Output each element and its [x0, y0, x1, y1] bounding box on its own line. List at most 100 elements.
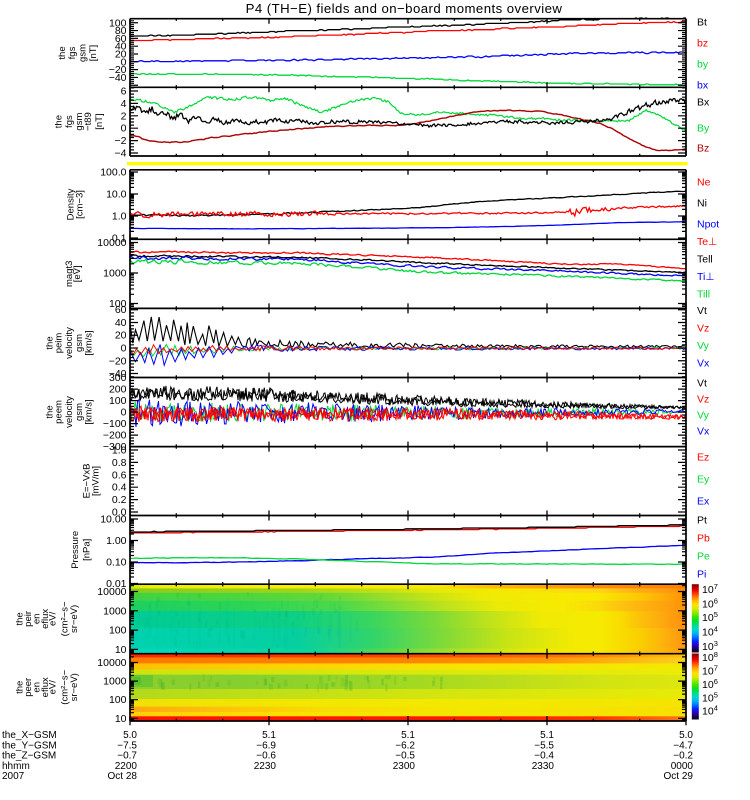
svg-text:sr−eV): sr−eV): [69, 673, 80, 701]
svg-text:peem: peem: [54, 400, 65, 424]
svg-text:Pressure: Pressure: [70, 531, 81, 569]
svg-text:−5.5: −5.5: [534, 740, 554, 751]
svg-text:100: 100: [109, 625, 127, 637]
svg-text:1.0: 1.0: [112, 211, 127, 223]
svg-text:fgs: fgs: [64, 115, 75, 128]
svg-text:Vx: Vx: [697, 426, 710, 438]
svg-text:1.0: 1.0: [112, 445, 127, 457]
svg-text:peim: peim: [54, 333, 65, 354]
svg-text:60: 60: [115, 33, 127, 45]
svg-text:by: by: [697, 59, 709, 71]
svg-text:−20: −20: [109, 64, 127, 76]
svg-text:Te⊥: Te⊥: [697, 236, 717, 248]
svg-text:60: 60: [115, 304, 127, 316]
svg-text:Bx: Bx: [697, 97, 710, 109]
svg-text:eV/: eV/: [48, 680, 59, 695]
svg-text:0.1: 0.1: [112, 233, 127, 245]
svg-text:100: 100: [109, 694, 127, 706]
svg-text:0.2: 0.2: [112, 494, 127, 506]
svg-text:0: 0: [121, 407, 127, 419]
svg-text:0: 0: [121, 343, 127, 355]
svg-text:20: 20: [115, 330, 127, 342]
svg-text:10.0: 10.0: [106, 189, 127, 201]
svg-text:0: 0: [121, 123, 127, 135]
svg-text:en: en: [32, 682, 43, 693]
svg-text:100: 100: [109, 395, 127, 407]
svg-text:[km/s]: [km/s]: [84, 330, 95, 355]
svg-text:−0.2: −0.2: [673, 751, 693, 762]
svg-text:the_Y−GSM: the_Y−GSM: [2, 740, 57, 751]
svg-text:−7.5: −7.5: [117, 740, 137, 751]
svg-text:80: 80: [115, 25, 127, 37]
svg-text:eV/: eV/: [48, 611, 59, 626]
svg-text:10000: 10000: [97, 586, 126, 598]
svg-text:gsm: gsm: [78, 44, 89, 62]
svg-text:−300: −300: [103, 441, 127, 453]
svg-text:the_X−GSM: the_X−GSM: [2, 730, 57, 741]
svg-text:1000: 1000: [103, 268, 127, 280]
svg-text:[cm−3]: [cm−3]: [75, 190, 86, 219]
svg-text:[nPa]: [nPa]: [82, 539, 93, 561]
svg-text:0.01: 0.01: [106, 578, 127, 590]
svg-text:10.00: 10.00: [100, 514, 126, 526]
svg-text:gsm: gsm: [74, 113, 85, 131]
svg-text:Vz: Vz: [697, 323, 709, 335]
svg-text:the: the: [54, 115, 65, 128]
svg-text:10: 10: [115, 644, 127, 656]
svg-text:Ni: Ni: [697, 198, 707, 210]
svg-text:[nT]: [nT]: [88, 45, 99, 61]
svg-text:Pt: Pt: [697, 515, 707, 527]
svg-text:100: 100: [109, 17, 127, 29]
svg-text:Density: Density: [66, 188, 77, 220]
svg-text:−0.6: −0.6: [256, 751, 276, 762]
svg-text:2300: 2300: [393, 761, 416, 772]
svg-text:2230: 2230: [254, 761, 277, 772]
svg-text:peer: peer: [23, 678, 34, 697]
svg-text:Oct 29: Oct 29: [664, 771, 694, 782]
svg-text:Vy: Vy: [697, 340, 710, 352]
svg-text:[mV/m]: [mV/m]: [91, 466, 102, 496]
svg-text:Bt: Bt: [697, 17, 707, 29]
svg-text:2200: 2200: [115, 761, 138, 772]
svg-text:the: the: [45, 336, 56, 349]
svg-text:0: 0: [121, 56, 127, 68]
svg-text:100: 100: [109, 298, 127, 310]
svg-text:Till: Till: [697, 289, 710, 301]
svg-text:eflux: eflux: [40, 609, 51, 629]
svg-text:200: 200: [109, 384, 127, 396]
svg-text:the_Z−GSM: the_Z−GSM: [2, 751, 56, 762]
svg-text:300: 300: [109, 372, 127, 384]
svg-text:Vy: Vy: [697, 410, 710, 422]
svg-text:−4.7: −4.7: [673, 740, 693, 751]
svg-text:the: the: [15, 612, 26, 625]
svg-text:peir: peir: [23, 611, 34, 627]
svg-text:gsm: gsm: [74, 403, 85, 421]
svg-text:−40: −40: [109, 72, 127, 84]
svg-text:40: 40: [115, 317, 127, 329]
svg-text:the: the: [57, 46, 68, 59]
svg-text:Pi: Pi: [697, 569, 706, 581]
svg-text:1000: 1000: [103, 605, 127, 617]
svg-text:−0.7: −0.7: [117, 751, 137, 762]
svg-text:Ez: Ez: [697, 452, 709, 464]
svg-text:2007: 2007: [2, 771, 25, 782]
svg-text:Tell: Tell: [697, 254, 713, 266]
svg-text:eflux: eflux: [40, 677, 51, 697]
svg-text:Vt: Vt: [697, 378, 707, 390]
svg-text:bz: bz: [697, 38, 708, 50]
svg-text:4: 4: [121, 98, 127, 110]
svg-text:0.4: 0.4: [112, 482, 127, 494]
svg-text:−6.9: −6.9: [256, 740, 276, 751]
svg-text:0000: 0000: [671, 761, 694, 772]
svg-text:2330: 2330: [532, 761, 555, 772]
svg-text:1000: 1000: [103, 676, 127, 688]
svg-text:−6.2: −6.2: [395, 740, 415, 751]
svg-text:−20: −20: [109, 355, 127, 367]
svg-text:−2: −2: [115, 135, 127, 147]
svg-text:5.0: 5.0: [123, 730, 137, 741]
svg-text:By: By: [697, 123, 710, 135]
svg-text:100.0: 100.0: [100, 167, 126, 179]
svg-text:−0.4: −0.4: [534, 751, 554, 762]
svg-text:[km/s]: [km/s]: [84, 399, 95, 424]
svg-text:6: 6: [121, 86, 127, 98]
